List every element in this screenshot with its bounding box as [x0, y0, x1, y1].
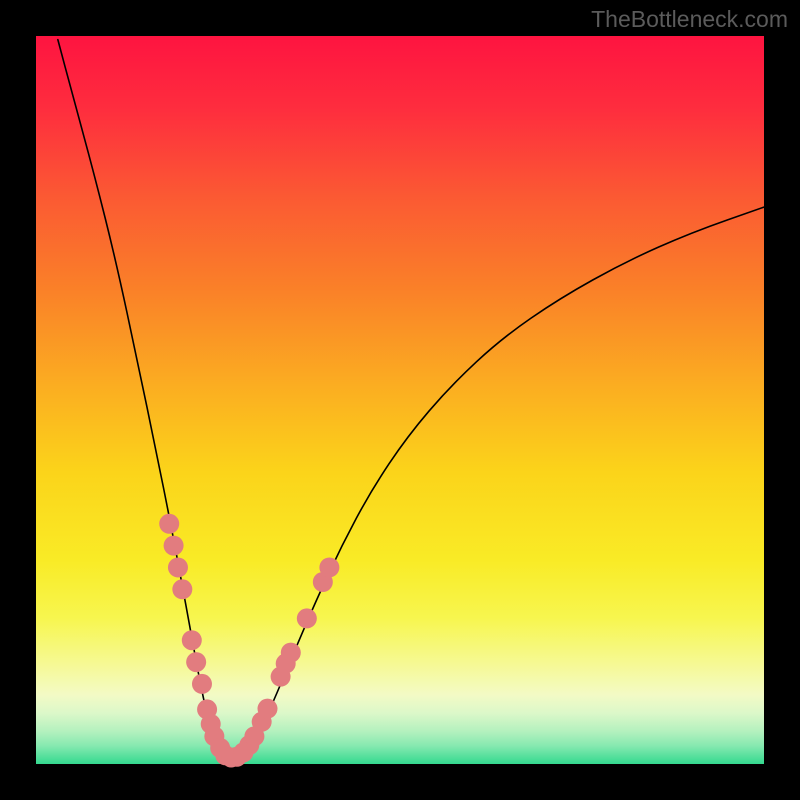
marker-dot [258, 699, 278, 719]
plot-area [36, 36, 764, 764]
marker-dot [168, 557, 188, 577]
marker-dot [297, 608, 317, 628]
marker-dot [186, 652, 206, 672]
marker-dot [319, 557, 339, 577]
marker-dot [192, 674, 212, 694]
marker-dot [159, 514, 179, 534]
chart-stage: TheBottleneck.com [0, 0, 800, 800]
marker-dot [172, 579, 192, 599]
data-markers [36, 36, 764, 764]
marker-dot [164, 536, 184, 556]
marker-dot [182, 630, 202, 650]
watermark-text: TheBottleneck.com [591, 6, 788, 33]
marker-dot [281, 643, 301, 663]
